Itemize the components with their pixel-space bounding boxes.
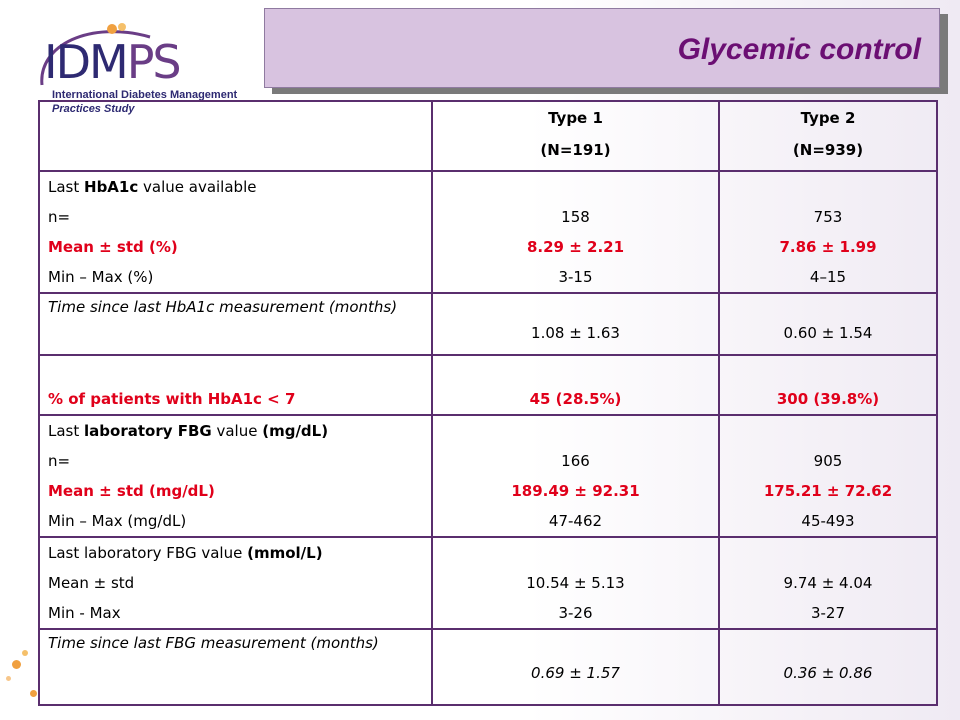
fbg-mg-type1-n: 166	[561, 452, 590, 470]
hba1c-target-type1-cell: 45 (28.5%)	[431, 354, 720, 416]
fbg-mmol-type2-minmax: 3-27	[810, 604, 846, 622]
header-type2: Type 2 (N=939)	[718, 100, 938, 172]
fbg-mg-type1-mean: 189.49 ± 92.31	[511, 482, 640, 500]
header-type1-label: Type 1	[548, 109, 603, 127]
decorative-dot	[6, 676, 11, 681]
header-type1-n: (N=191)	[540, 141, 611, 159]
fbg-mmol-type1: 10.54 ± 5.13 3-26	[431, 536, 720, 630]
fbg-mg-type2-mean: 175.21 ± 72.62	[763, 482, 893, 500]
hba1c-type1-minmax: 3-15	[558, 268, 593, 286]
fbg-mg-n-label: n=	[48, 452, 71, 470]
fbg-mmol-type1-minmax: 3-26	[558, 604, 593, 622]
hba1c-time-type1: 1.08 ± 1.63	[531, 324, 620, 342]
header-empty-cell	[38, 100, 433, 172]
fbg-time-type2-cell: 0.36 ± 0.86	[718, 628, 938, 706]
title-box: Glycemic control	[264, 8, 940, 88]
hba1c-target-label: % of patients with HbA1c < 7	[48, 390, 296, 408]
hba1c-time-type1-cell: 1.08 ± 1.63	[431, 292, 720, 356]
fbg-mmol-mean-label: Mean ± std	[48, 574, 135, 592]
glycemic-table: Type 1 (N=191) Type 2 (N=939) Last HbA1c…	[38, 100, 938, 706]
fbg-mmol-labels: Last laboratory FBG value (mmol/L) Mean …	[38, 536, 433, 630]
fbg-mmol-minmax-label: Min - Max	[48, 604, 121, 622]
hba1c-time-label-cell: Time since last HbA1c measurement (month…	[38, 292, 433, 356]
hba1c-type2: 753 7.86 ± 1.99 4–15	[718, 170, 938, 294]
fbg-mg-type2-minmax: 45-493	[801, 512, 855, 530]
hba1c-type1-n: 158	[561, 208, 590, 226]
table-row: Last laboratory FBG value (mg/dL) n= Mea…	[38, 414, 938, 538]
fbg-time-label-cell: Time since last FBG measurement (months)	[38, 628, 433, 706]
hba1c-title: Last HbA1c value available	[48, 178, 257, 196]
table-row: % of patients with HbA1c < 7 45 (28.5%) …	[38, 354, 938, 416]
hba1c-type2-minmax: 4–15	[809, 268, 847, 286]
fbg-mg-minmax-label: Min – Max (mg/dL)	[48, 512, 187, 530]
decorative-dot	[12, 660, 21, 669]
table-row: Time since last FBG measurement (months)…	[38, 628, 938, 706]
hba1c-type2-n: 753	[813, 208, 843, 226]
decorative-dot	[22, 650, 28, 656]
hba1c-time-type2-cell: 0.60 ± 1.54	[718, 292, 938, 356]
fbg-time-type2: 0.36 ± 0.86	[783, 664, 873, 682]
fbg-mg-title: Last laboratory FBG value (mg/dL)	[48, 422, 329, 440]
fbg-time-type1: 0.69 ± 1.57	[531, 664, 620, 682]
page-title: Glycemic control	[677, 33, 921, 66]
header-type2-n: (N=939)	[792, 141, 864, 159]
hba1c-minmax-label: Min – Max (%)	[48, 268, 154, 286]
hba1c-time-label: Time since last HbA1c measurement (month…	[48, 298, 398, 316]
hba1c-type1: 158 8.29 ± 2.21 3-15	[431, 170, 720, 294]
header-type2-label: Type 2	[800, 109, 856, 127]
hba1c-target-type2-cell: 300 (39.8%)	[718, 354, 938, 416]
fbg-mg-type1-minmax: 47-462	[548, 512, 603, 530]
hba1c-type2-mean: 7.86 ± 1.99	[779, 238, 877, 256]
hba1c-n-label: n=	[48, 208, 71, 226]
hba1c-target-label-cell: % of patients with HbA1c < 7	[38, 354, 433, 416]
fbg-time-type1-cell: 0.69 ± 1.57	[431, 628, 720, 706]
fbg-mmol-type2-mean: 9.74 ± 4.04	[783, 574, 873, 592]
logo-arc-icon	[40, 23, 151, 86]
hba1c-mean-label: Mean ± std (%)	[48, 238, 178, 256]
fbg-mg-type2: 905 175.21 ± 72.62 45-493	[718, 414, 938, 538]
hba1c-target-type2: 300 (39.8%)	[776, 390, 880, 408]
fbg-mmol-type1-mean: 10.54 ± 5.13	[526, 574, 625, 592]
fbg-mg-mean-label: Mean ± std (mg/dL)	[48, 482, 215, 500]
table-row: Time since last HbA1c measurement (month…	[38, 292, 938, 356]
hba1c-time-type2: 0.60 ± 1.54	[783, 324, 873, 342]
table-row: Last laboratory FBG value (mmol/L) Mean …	[38, 536, 938, 630]
logo-line1: International Diabetes Management	[52, 89, 238, 101]
hba1c-labels: Last HbA1c value available n= Mean ± std…	[38, 170, 433, 294]
decorative-dot	[30, 690, 37, 697]
logo-brand: IDMPS	[44, 35, 182, 89]
table-header-row: Type 1 (N=191) Type 2 (N=939)	[38, 100, 938, 172]
fbg-mg-type2-n: 905	[813, 452, 843, 470]
fbg-time-label: Time since last FBG measurement (months)	[48, 634, 379, 652]
table-row: Last HbA1c value available n= Mean ± std…	[38, 170, 938, 294]
hba1c-target-type1: 45 (28.5%)	[529, 390, 622, 408]
header-type1: Type 1 (N=191)	[431, 100, 720, 172]
fbg-mg-labels: Last laboratory FBG value (mg/dL) n= Mea…	[38, 414, 433, 538]
hba1c-type1-mean: 8.29 ± 2.21	[526, 238, 625, 256]
fbg-mmol-title: Last laboratory FBG value (mmol/L)	[48, 544, 323, 562]
fbg-mg-type1: 166 189.49 ± 92.31 47-462	[431, 414, 720, 538]
fbg-mmol-type2: 9.74 ± 4.04 3-27	[718, 536, 938, 630]
